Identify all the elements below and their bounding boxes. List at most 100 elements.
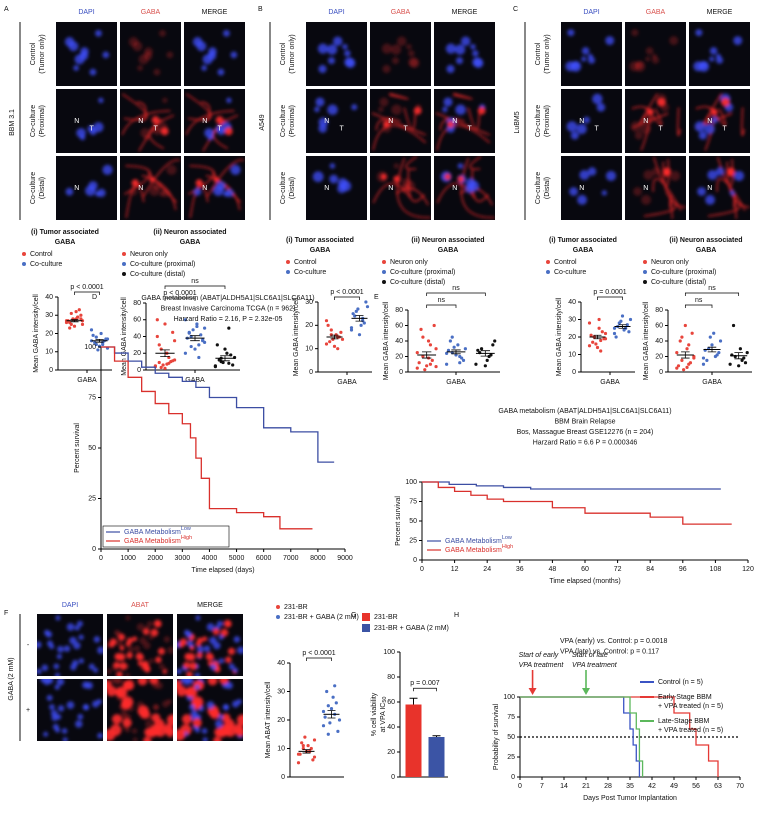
data-point [430,358,434,362]
row-label: Co-culture [30,172,37,204]
data-point [701,362,706,366]
data-point [612,331,617,336]
neurite [396,157,431,219]
soma [236,714,243,726]
nucleus [37,641,42,649]
data-point [105,337,110,341]
neurite [436,182,476,204]
y-axis-label: % cell viability [371,692,378,736]
data-point [68,326,72,330]
cytoplasm [136,701,145,709]
significance-bracket [164,285,226,289]
significance-label: ns [695,297,703,304]
data-point [599,338,603,343]
nucleus [195,615,201,621]
legend-label: Co-culture (proximal) [130,261,195,268]
nucleus [48,704,55,711]
micrograph-signal [372,156,431,219]
cytoplasm [148,658,155,664]
soma [142,628,150,635]
data-point [678,339,682,343]
nucleus [715,53,721,60]
nucleus [216,620,223,627]
cytoplasm [166,164,177,175]
nucleus [201,65,207,71]
nucleus [193,187,202,196]
soma [196,652,203,659]
x-tick-label: 4000 [202,555,218,562]
nucleus [41,664,49,672]
micrograph-signal [121,93,175,152]
nucleus [445,43,457,54]
data-point [675,351,679,355]
row-label: Co-culture [30,105,37,137]
nucleus [78,658,85,664]
cytoplasm [158,663,165,670]
nucleus [695,29,703,37]
data-point [306,744,310,748]
cytoplasm [124,684,130,690]
x-tick-label: 84 [646,566,654,573]
y-tick-label: 100 [405,479,417,486]
panel-letter: H [454,612,459,619]
y-tick-label: 10 [45,349,53,356]
legend-label: 231-BR [284,604,308,611]
nucleus [194,672,201,676]
row-label: Co-culture [535,172,542,204]
y-tick-label: 75 [409,498,417,505]
data-point [738,347,742,351]
image-label: T [659,126,664,133]
error-bar [480,350,491,357]
legend-marker [643,280,647,284]
legend-marker [382,260,386,264]
soma [207,679,218,686]
data-point [77,308,81,312]
soma [135,652,144,661]
nucleus [733,36,743,46]
annotation: Start of early [519,652,559,659]
soma [209,708,220,720]
soma [160,127,169,136]
data-point [296,761,301,765]
column-header: DAPI [62,602,78,609]
soma [115,688,124,698]
nucleus [329,174,339,184]
data-point [203,326,207,330]
error-bar [421,351,432,359]
legend-label: Co-culture (proximal) [390,269,455,276]
y-tick-label: 50 [507,734,515,741]
nucleus [233,636,241,643]
legend-label: Co-culture (proximal) [651,269,716,276]
y-tick-label: 10 [305,346,313,353]
soma [195,641,201,647]
column-header: GABA [141,9,161,16]
data-point [324,342,329,346]
chart-subtitle: (i) Tumor associated [31,229,99,236]
legend-label: Control [294,259,317,266]
x-tick-label: 28 [604,783,612,790]
nucleus [54,672,61,676]
nucleus [442,106,448,113]
cytoplasm [132,737,138,741]
data-point [221,360,225,365]
neurite [375,117,401,131]
legend-marker [122,272,126,276]
data-point [91,333,95,337]
soma [186,671,193,676]
data-point [165,362,169,366]
data-point [357,333,362,337]
image-label: N [579,185,584,192]
data-point [223,347,227,351]
y-tick-label: 50 [88,445,96,452]
cytoplasm [140,128,150,138]
data-point [215,343,219,347]
legend-marker [276,615,280,619]
y-tick-label: 25 [507,754,515,761]
soma [393,175,400,183]
micrograph-signal [192,29,238,76]
micrograph-signal [630,93,681,151]
data-point [463,347,467,351]
y-tick-label: 0 [659,369,663,376]
nucleus [61,728,68,734]
neurite [372,182,412,204]
